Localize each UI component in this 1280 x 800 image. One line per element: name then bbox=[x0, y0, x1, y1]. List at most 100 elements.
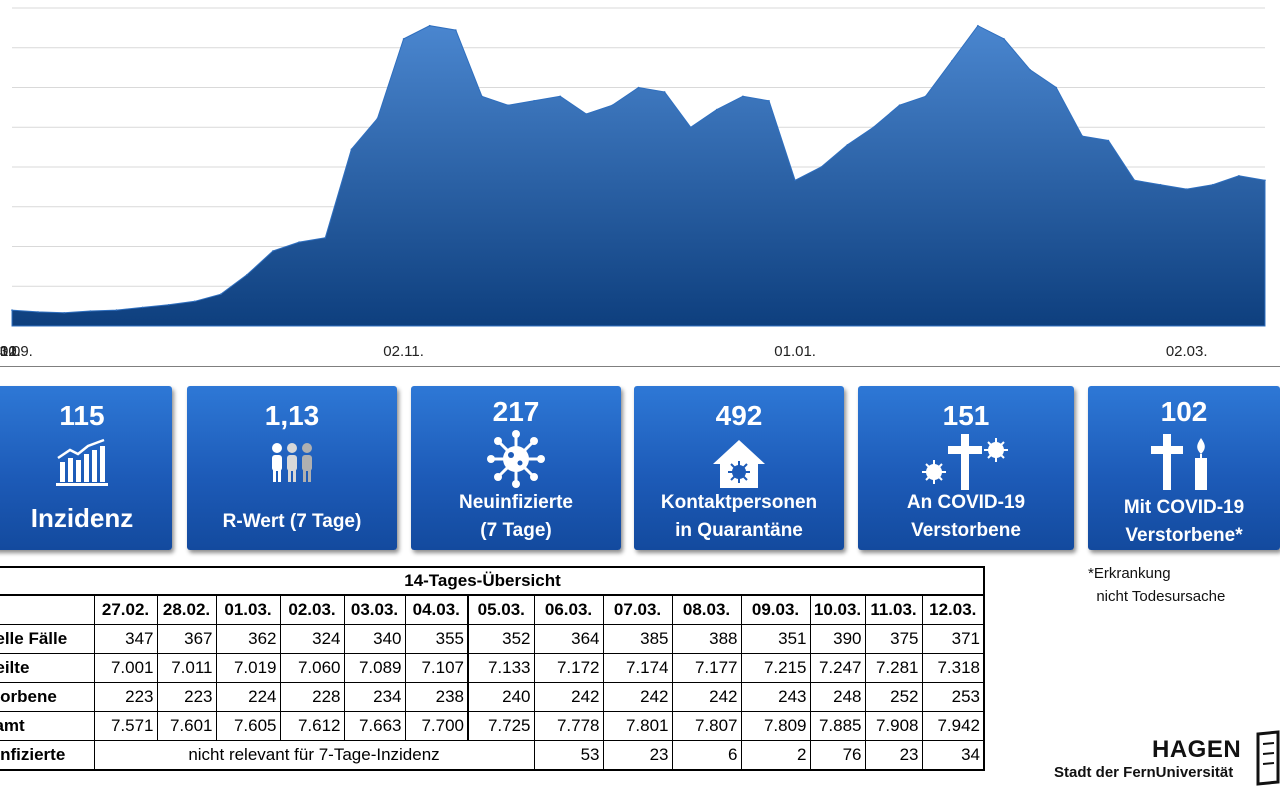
logo-subtitle: Stadt der FernUniversität bbox=[1054, 764, 1234, 781]
data-point bbox=[481, 95, 483, 98]
table-cell: 388 bbox=[671, 624, 742, 654]
table-cell: 351 bbox=[740, 624, 811, 654]
tile-inzidenz: 115 Inzidenz bbox=[0, 386, 172, 550]
data-point bbox=[220, 293, 222, 296]
table-cell: 7.725 bbox=[467, 711, 535, 741]
data-point bbox=[611, 104, 614, 106]
data-point bbox=[37, 311, 39, 313]
table-cell: 364 bbox=[533, 624, 604, 654]
data-point bbox=[1238, 175, 1240, 177]
data-point bbox=[1003, 38, 1005, 40]
data-point bbox=[89, 310, 92, 312]
data-point bbox=[141, 306, 144, 309]
data-point bbox=[716, 108, 718, 111]
an-covid-label-1: An COVID-19 bbox=[906, 492, 1026, 513]
table-cell: 234 bbox=[343, 682, 406, 712]
overview-table: 14-Tages-Übersicht 27.02. 28.02. 01.03. 02.… bbox=[0, 566, 985, 771]
table-cell: 7.060 bbox=[279, 653, 345, 683]
table-cell: 7.281 bbox=[864, 653, 923, 683]
data-point bbox=[1133, 179, 1136, 182]
table-cell: 7.133 bbox=[467, 653, 535, 683]
table-cell: 252 bbox=[864, 682, 923, 712]
table-cell: 23 bbox=[602, 740, 673, 771]
data-point bbox=[63, 312, 65, 314]
table-date-header: 04.03. bbox=[404, 594, 469, 625]
data-point bbox=[1055, 86, 1057, 89]
r-wert-value: 1,13 bbox=[264, 400, 320, 431]
table-header-row: 27.02. 28.02. 01.03. 02.03. 03.03. 04.03. 05.0… bbox=[0, 594, 985, 625]
table-cell: 253 bbox=[921, 682, 985, 712]
table-cell: 7.778 bbox=[533, 711, 604, 741]
x-tick-label: 03.09. bbox=[0, 343, 33, 360]
table-row: samt7.5717.6017.6057.6127.6637.7007.7257… bbox=[0, 711, 985, 741]
data-point bbox=[898, 104, 901, 106]
table-cell: 7.247 bbox=[809, 653, 866, 683]
table-date-header: 07.03. bbox=[602, 594, 673, 625]
table-cell: 7.601 bbox=[156, 711, 217, 741]
table-date-header: 12.03. bbox=[921, 594, 985, 625]
data-point bbox=[559, 95, 561, 98]
tile-r-wert: 1,13 R-Wert (7 Tage) bbox=[187, 386, 397, 550]
table-cell: 242 bbox=[602, 682, 673, 712]
kontaktpersonen-label-2: in Quarantäne bbox=[675, 520, 803, 541]
table-cell: 7.605 bbox=[215, 711, 281, 741]
table-row-label: storbene bbox=[0, 682, 95, 712]
neuinfizierte-value: 217 bbox=[492, 396, 540, 427]
table-cell: 238 bbox=[404, 682, 469, 712]
data-point bbox=[794, 179, 796, 182]
chart-area-layer bbox=[11, 24, 1266, 327]
table-cell: 243 bbox=[740, 682, 811, 712]
table-cell: 7.177 bbox=[671, 653, 742, 683]
table-date-header: 08.03. bbox=[671, 594, 742, 625]
separator-line bbox=[0, 366, 1280, 367]
data-point bbox=[1264, 179, 1266, 182]
table-date-header: 10.03. bbox=[809, 594, 866, 625]
table-row: heilte7.0017.0117.0197.0607.0897.1077.13… bbox=[0, 653, 985, 683]
table-cell: 240 bbox=[467, 682, 535, 712]
neuinfizierte-label-1: Neuinfizierte bbox=[458, 492, 574, 513]
data-point bbox=[350, 148, 353, 151]
x-tick-label: 03.10. bbox=[0, 343, 21, 360]
table-cell: 324 bbox=[279, 624, 345, 654]
table-date-header: 03.03. bbox=[343, 594, 406, 625]
data-point bbox=[924, 95, 927, 98]
table-cell: 340 bbox=[343, 624, 406, 654]
table-date-header: 02.03. bbox=[279, 594, 345, 625]
table-cell: 7.807 bbox=[671, 711, 742, 741]
data-point bbox=[193, 300, 196, 303]
table-cell: 7.908 bbox=[864, 711, 923, 741]
table-row: storbene22322322422823423824024224224224… bbox=[0, 682, 985, 712]
table-cell: 7.019 bbox=[215, 653, 281, 683]
table-cell: 7.107 bbox=[404, 653, 469, 683]
table-cell: 7.172 bbox=[533, 653, 604, 683]
table-cell: 228 bbox=[279, 682, 345, 712]
data-point bbox=[1212, 183, 1214, 186]
table-span-note: nicht relevant für 7-Tage-Inzidenz bbox=[93, 740, 535, 771]
data-point bbox=[689, 126, 692, 129]
table-cell: 347 bbox=[93, 624, 158, 654]
table-cell: 23 bbox=[864, 740, 923, 771]
data-point bbox=[324, 236, 327, 239]
table-cell: 367 bbox=[156, 624, 217, 654]
data-point bbox=[1081, 135, 1084, 137]
table-cell: 7.571 bbox=[93, 711, 158, 741]
an-covid-label-2: Verstorbene bbox=[911, 520, 1021, 541]
data-point bbox=[167, 304, 170, 306]
table-row-label: uinfizierte bbox=[0, 740, 95, 771]
table-cell: 7.801 bbox=[602, 711, 673, 741]
data-point bbox=[977, 24, 979, 27]
data-point bbox=[298, 241, 300, 243]
data-point bbox=[507, 104, 509, 106]
kontaktpersonen-label-1: Kontaktpersonen bbox=[660, 492, 818, 513]
data-point bbox=[376, 117, 379, 120]
x-tick-label: 02.03. bbox=[1166, 343, 1208, 360]
mit-covid-label-2: Verstorbene* bbox=[1125, 525, 1243, 546]
table-row-label: samt bbox=[0, 711, 95, 741]
table-cell: 7.663 bbox=[343, 711, 406, 741]
table-cell: 7.942 bbox=[921, 711, 985, 741]
table-cell: 224 bbox=[215, 682, 281, 712]
table-cell: 7.612 bbox=[279, 711, 345, 741]
table-cell: 7.700 bbox=[404, 711, 469, 741]
data-point bbox=[637, 86, 640, 89]
table-header-corner bbox=[0, 594, 95, 625]
